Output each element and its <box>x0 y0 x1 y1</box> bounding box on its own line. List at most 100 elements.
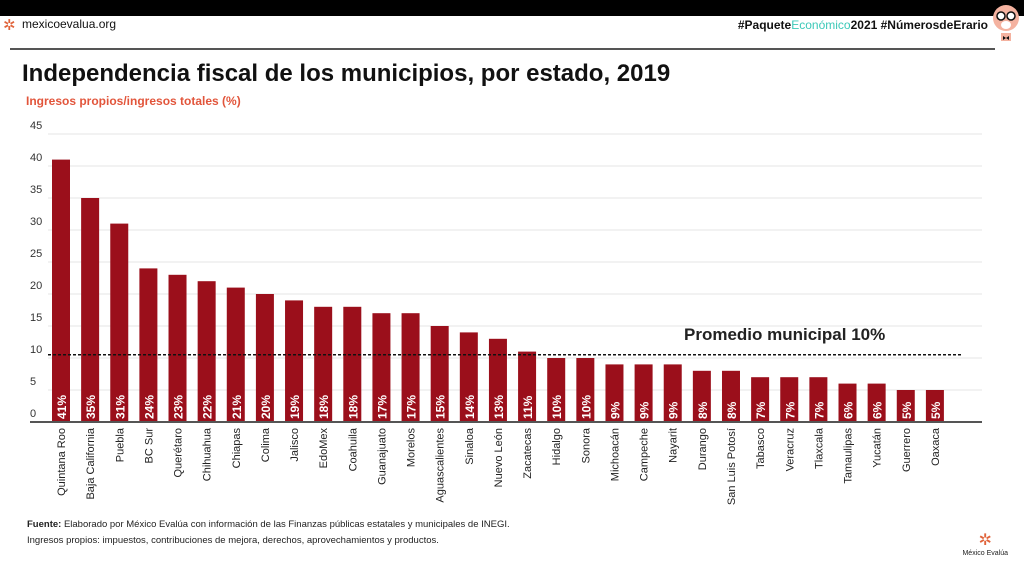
data-label: 21% <box>230 395 244 419</box>
x-tick-label: Aguascalientes <box>435 428 447 503</box>
x-tick-label: Coahuila <box>347 427 359 471</box>
bar <box>372 313 391 422</box>
x-tick-label: Zacatecas <box>522 428 534 479</box>
site-url[interactable]: mexicoevalua.org <box>22 17 117 31</box>
bar <box>430 326 449 422</box>
bar <box>547 358 566 422</box>
y-tick-label: 35 <box>30 184 42 196</box>
bar <box>721 370 740 422</box>
mexico-evalua-logo: ✲ México Evalúa <box>962 532 1008 557</box>
x-tick-label: Hidalgo <box>551 428 563 465</box>
data-label: 7% <box>783 401 797 419</box>
bar <box>751 377 770 422</box>
chart-title: Independencia fiscal de los municipios, … <box>22 60 671 87</box>
data-label: 15% <box>434 395 448 419</box>
x-tick-label: EdoMex <box>318 428 330 469</box>
x-tick-label: Puebla <box>114 427 126 462</box>
bar <box>168 274 187 422</box>
x-tick-label: Baja California <box>85 427 97 499</box>
header-divider <box>10 48 995 50</box>
data-label: 41% <box>55 395 69 419</box>
data-label: 23% <box>172 395 186 419</box>
data-label: 10% <box>579 395 593 419</box>
header: ✲ mexicoevalua.org #PaqueteEconómico2021… <box>0 16 1024 50</box>
y-tick-label: 20 <box>30 280 42 292</box>
x-tick-label: Chiapas <box>231 428 243 469</box>
bar <box>285 300 304 422</box>
x-tick-label: Quintana Roo <box>56 428 68 496</box>
x-tick-label: Guanajuato <box>376 428 388 485</box>
bar <box>139 268 158 422</box>
x-tick-label: Yucatán <box>872 428 884 468</box>
data-label: 31% <box>113 395 127 419</box>
bar <box>314 306 333 422</box>
data-label: 22% <box>201 395 215 419</box>
bar <box>401 313 420 422</box>
data-label: 5% <box>900 401 914 419</box>
x-tick-label: Colima <box>260 427 272 462</box>
data-label: 35% <box>84 395 98 419</box>
x-tick-label: Nayarit <box>668 428 680 463</box>
data-label: 18% <box>317 395 331 419</box>
definition-note: Ingresos propios: impuestos, contribucio… <box>27 535 439 546</box>
data-label: 14% <box>463 395 477 419</box>
bar <box>197 281 216 422</box>
x-tick-label: Sinaloa <box>464 427 476 465</box>
x-tick-label: Morelos <box>406 428 418 468</box>
top-bar <box>0 0 1024 16</box>
bar <box>692 370 711 422</box>
data-label: 10% <box>550 395 564 419</box>
x-tick-label: Tlaxcala <box>813 427 825 469</box>
bar <box>634 364 653 422</box>
data-label: 20% <box>259 395 273 419</box>
y-tick-label: 45 <box>30 120 42 132</box>
data-label: 17% <box>405 395 419 419</box>
mexico-evalua-logo-icon: ✲ <box>3 17 16 34</box>
data-label: 9% <box>638 401 652 419</box>
data-label: 5% <box>929 401 943 419</box>
x-tick-label: Nuevo León <box>493 428 505 487</box>
data-label: 13% <box>492 395 506 419</box>
y-tick-label: 25 <box>30 248 42 260</box>
data-label: 7% <box>754 401 768 419</box>
y-tick-label: 0 <box>30 408 36 420</box>
bar <box>780 377 799 422</box>
y-tick-label: 10 <box>30 344 42 356</box>
x-tick-label: Campeche <box>639 428 651 481</box>
x-tick-label: Guerrero <box>901 428 913 472</box>
data-label: 18% <box>346 395 360 419</box>
source-note: Fuente: Elaborado por México Evalúa con … <box>27 519 510 530</box>
bar <box>605 364 624 422</box>
data-label: 17% <box>375 395 389 419</box>
bar <box>343 306 362 422</box>
y-tick-label: 5 <box>30 376 36 388</box>
bar <box>255 294 274 422</box>
data-label: 8% <box>725 401 739 419</box>
y-tick-label: 15 <box>30 312 42 324</box>
y-tick-label: 30 <box>30 216 42 228</box>
bar <box>52 159 70 422</box>
x-tick-label: Durango <box>697 428 709 470</box>
x-tick-label: Sonora <box>580 427 592 463</box>
x-tick-label: San Luis Potosí <box>726 428 738 505</box>
data-label: 8% <box>696 401 710 419</box>
data-label: 11% <box>521 395 535 419</box>
x-tick-label: Michoacán <box>609 428 621 481</box>
data-label: 19% <box>288 395 302 419</box>
hashtags: #PaqueteEconómico2021 #NúmerosdeErario <box>737 18 988 32</box>
data-label: 6% <box>842 401 856 419</box>
bar <box>488 338 507 422</box>
x-tick-label: Tamaulipas <box>843 428 855 484</box>
logo-star-icon: ✲ <box>978 532 992 549</box>
x-tick-label: Veracruz <box>784 428 796 471</box>
bar <box>896 390 915 422</box>
data-label: 9% <box>667 401 681 419</box>
data-label: 9% <box>608 401 622 419</box>
x-tick-label: Querétaro <box>173 428 185 478</box>
bar <box>925 390 944 422</box>
bar-chart: 0 5 10 15 20 25 30 35 40 45 41% Quintana Roo 35% Baja… <box>30 120 982 505</box>
bar <box>576 358 595 422</box>
bar <box>867 383 886 422</box>
x-tick-label: Jalisco <box>289 428 301 462</box>
x-tick-label: Oaxaca <box>930 427 942 466</box>
